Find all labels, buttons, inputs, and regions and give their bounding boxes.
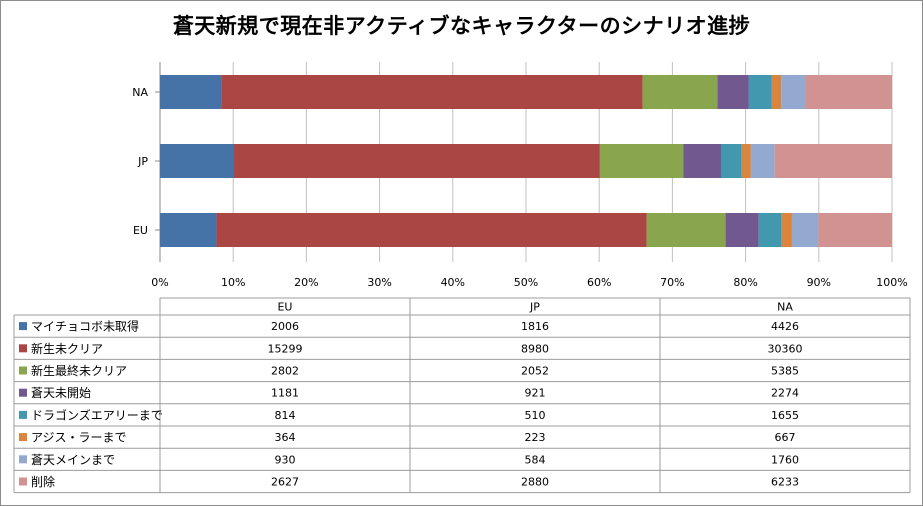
x-tick-label-8: 80% xyxy=(733,276,757,289)
legend-key-series-4 xyxy=(19,410,27,419)
bar-na-series-7 xyxy=(805,75,892,109)
x-tick-label-10: 100% xyxy=(876,276,907,289)
table-cell-jp-series-5: 223 xyxy=(525,431,546,444)
legend-label-series-4: ドラゴンズエアリーまで xyxy=(31,407,163,422)
legend-label-series-1: 新生未クリア xyxy=(31,341,103,356)
legend-label-series-5: アジス・ラーまで xyxy=(31,431,127,445)
table-cell-eu-series-5: 364 xyxy=(275,431,296,444)
category-label-jp: JP xyxy=(137,155,148,168)
table-header-na: NA xyxy=(777,301,793,314)
x-tick-label-6: 60% xyxy=(587,276,611,289)
table-cell-jp-series-3: 921 xyxy=(525,387,546,400)
bar-jp-series-1 xyxy=(233,144,600,178)
legend-label-series-3: 蒼天未開始 xyxy=(31,386,91,400)
table-cell-na-series-7: 6233 xyxy=(771,476,799,489)
table-cell-eu-series-3: 1181 xyxy=(271,387,299,400)
bar-jp-series-6 xyxy=(750,144,775,178)
bar-eu-series-0 xyxy=(160,213,217,247)
bar-eu-series-4 xyxy=(758,213,782,247)
bar-na-series-4 xyxy=(748,75,772,109)
legend-key-series-7 xyxy=(19,477,27,486)
legend-key-series-0 xyxy=(19,322,27,331)
category-label-eu: EU xyxy=(133,224,148,237)
table-cell-jp-series-0: 1816 xyxy=(521,320,549,333)
bar-na-series-3 xyxy=(717,75,749,109)
legend-key-series-5 xyxy=(19,433,27,442)
x-tick-label-7: 70% xyxy=(660,276,684,289)
table-cell-na-series-6: 1760 xyxy=(771,453,799,466)
legend-key-series-1 xyxy=(19,344,27,353)
chart-title: 蒼天新規で現在非アクティブなキャラクターのシナリオ進捗 xyxy=(172,14,751,38)
category-label-na: NA xyxy=(132,86,148,99)
table-cell-na-series-2: 5385 xyxy=(771,365,799,378)
legend-label-series-7: 削除 xyxy=(31,474,55,489)
table-cell-eu-series-4: 814 xyxy=(275,409,296,422)
table-cell-na-series-1: 30360 xyxy=(768,342,803,355)
legend-key-series-6 xyxy=(19,455,27,464)
table-cell-eu-series-2: 2802 xyxy=(271,365,299,378)
x-tick-label-1: 10% xyxy=(221,276,245,289)
bar-jp-series-2 xyxy=(599,144,684,178)
bar-jp-series-7 xyxy=(774,144,892,178)
bar-jp-series-5 xyxy=(741,144,751,178)
bar-jp-series-3 xyxy=(683,144,721,178)
bar-jp-series-0 xyxy=(160,144,234,178)
table-cell-eu-series-0: 2006 xyxy=(271,320,299,333)
bar-jp-series-4 xyxy=(720,144,742,178)
bar-na-series-2 xyxy=(642,75,718,109)
table-cell-jp-series-2: 2052 xyxy=(521,365,549,378)
x-tick-label-5: 50% xyxy=(514,276,538,289)
table-header-eu: EU xyxy=(277,301,292,314)
bar-na-series-0 xyxy=(160,75,222,109)
bar-eu-series-2 xyxy=(646,213,726,247)
x-tick-label-9: 90% xyxy=(807,276,831,289)
table-cell-eu-series-1: 15299 xyxy=(268,342,303,355)
bar-na-series-5 xyxy=(771,75,782,109)
x-tick-label-3: 30% xyxy=(367,276,391,289)
legend-key-series-2 xyxy=(19,366,27,375)
legend-label-series-0: マイチョコボ未取得 xyxy=(31,319,139,334)
table-cell-jp-series-1: 8980 xyxy=(521,342,549,355)
table-cell-jp-series-4: 510 xyxy=(525,409,546,422)
x-tick-label-0: 0% xyxy=(151,276,168,289)
legend-label-series-2: 新生最終未クリア xyxy=(31,363,127,378)
table-cell-na-series-0: 4426 xyxy=(771,320,799,333)
bar-eu-series-6 xyxy=(791,213,819,247)
legend-label-series-6: 蒼天メインまで xyxy=(31,453,115,467)
table-cell-na-series-4: 1655 xyxy=(771,409,799,422)
x-tick-label-4: 40% xyxy=(441,276,465,289)
table-cell-na-series-3: 2274 xyxy=(771,387,799,400)
bar-na-series-1 xyxy=(221,75,643,109)
table-cell-eu-series-6: 930 xyxy=(275,453,296,466)
table-header-jp: JP xyxy=(529,301,540,314)
bar-eu-series-3 xyxy=(725,213,759,247)
bar-eu-series-1 xyxy=(216,213,647,247)
bar-na-series-6 xyxy=(781,75,806,109)
table-cell-jp-series-7: 2880 xyxy=(521,476,549,489)
table-cell-eu-series-7: 2627 xyxy=(271,476,299,489)
table-cell-na-series-5: 667 xyxy=(775,431,796,444)
legend-key-series-3 xyxy=(19,388,27,397)
table-cell-jp-series-6: 584 xyxy=(525,453,546,466)
bar-eu-series-7 xyxy=(818,213,892,247)
bar-eu-series-5 xyxy=(781,213,792,247)
x-tick-label-2: 20% xyxy=(294,276,318,289)
